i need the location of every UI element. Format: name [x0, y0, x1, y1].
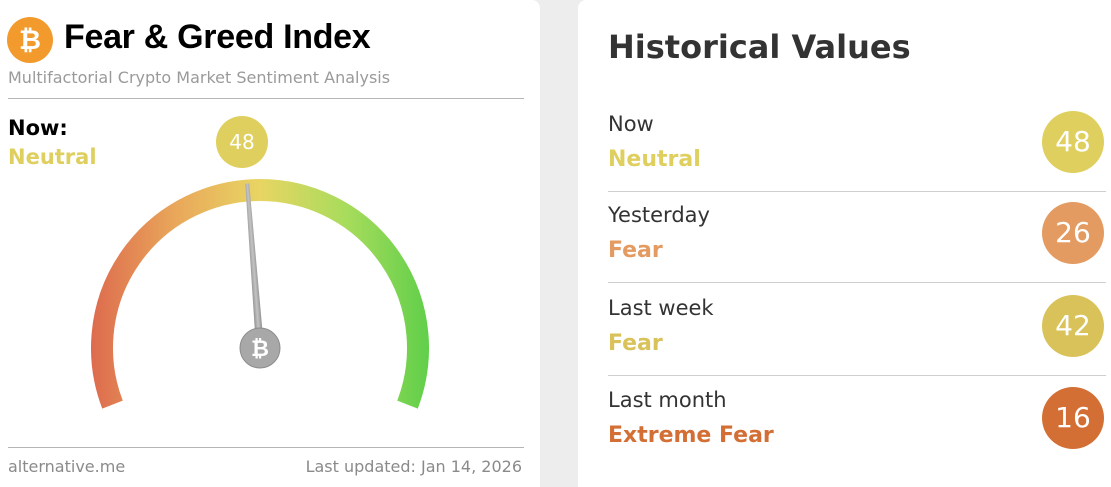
divider	[608, 191, 1106, 192]
row-classification: Fear	[608, 238, 663, 263]
divider	[608, 282, 1106, 283]
row-label: Last month	[608, 388, 727, 412]
footer-divider	[8, 447, 524, 448]
now-label: Now:	[8, 116, 68, 140]
history-row-yesterday: Yesterday Fear 26	[608, 191, 1106, 283]
subtitle: Multifactorial Crypto Market Sentiment A…	[8, 68, 391, 87]
row-value-badge: 48	[1042, 111, 1104, 173]
row-label: Last week	[608, 296, 714, 320]
divider	[8, 98, 524, 99]
history-row-last-month: Last month Extreme Fear 16	[608, 376, 1104, 468]
row-label: Yesterday	[608, 203, 710, 227]
last-updated: Last updated: Jan 14, 2026	[305, 457, 522, 476]
historical-values-card: Historical Values Now Neutral 48 Yesterd…	[578, 0, 1111, 487]
fear-greed-card: ₿ Fear & Greed Index Multifactorial Cryp…	[0, 0, 540, 487]
row-classification: Fear	[608, 331, 663, 356]
row-value-badge: 42	[1042, 295, 1104, 357]
row-classification: Extreme Fear	[608, 423, 774, 448]
history-row-last-week: Last week Fear 42	[608, 284, 1106, 376]
row-classification: Neutral	[608, 147, 701, 172]
source-link[interactable]: alternative.me	[8, 457, 126, 476]
gauge: ₿	[91, 179, 429, 409]
row-value-badge: 16	[1042, 387, 1104, 449]
now-classification: Neutral	[8, 145, 97, 169]
gauge-needle	[245, 183, 264, 349]
now-value-badge: 48	[216, 116, 268, 168]
history-row-now: Now Neutral 48	[608, 100, 1106, 192]
bitcoin-icon: ₿	[7, 17, 53, 63]
page-title: Fear & Greed Index	[64, 18, 371, 56]
row-value-badge: 26	[1042, 202, 1104, 264]
bitcoin-hub-icon: ₿	[251, 336, 269, 361]
historical-title: Historical Values	[608, 28, 911, 66]
needle-hub	[239, 327, 281, 369]
row-label: Now	[608, 112, 654, 136]
divider	[608, 375, 1106, 376]
gauge-arc	[91, 179, 429, 409]
